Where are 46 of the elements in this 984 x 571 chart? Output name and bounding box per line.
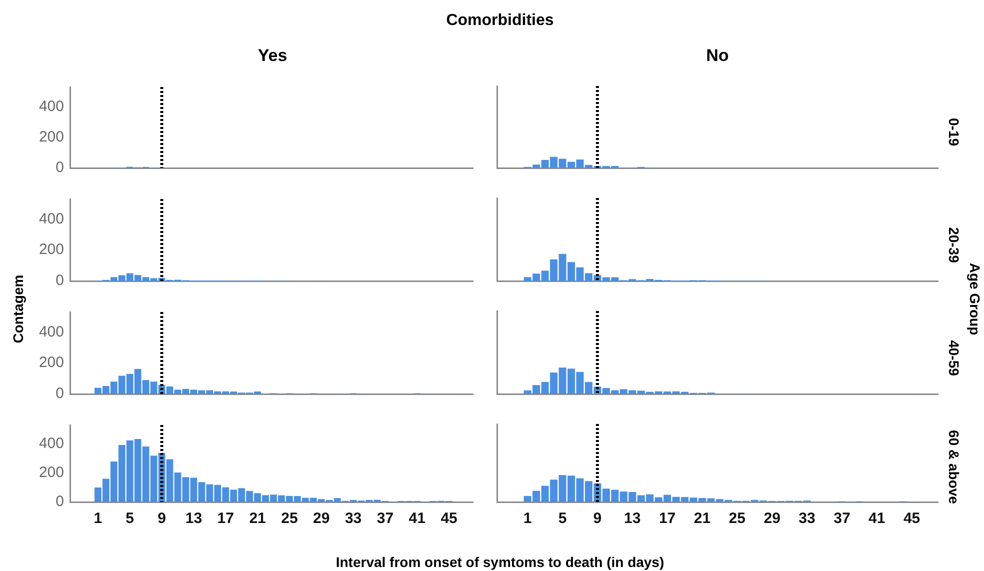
y2-axis-title: 40-59	[946, 340, 962, 376]
chart-title: Yes	[256, 46, 288, 66]
x-tick-label: 29	[313, 510, 330, 528]
x-tick-label: 25	[281, 510, 298, 528]
y-tick-label: 0	[56, 385, 64, 402]
x-tick-label: 33	[798, 510, 816, 528]
y-tick-label: 400	[38, 210, 64, 228]
x-axis-title: Interval from onset of symtoms to death (in days)	[334, 554, 666, 570]
x-tick-label: 45	[903, 510, 920, 528]
y-tick-label: 400	[38, 435, 64, 452]
x-tick-label: 37	[376, 510, 394, 528]
chart-title: No	[705, 46, 730, 66]
x-tick-label: 17	[658, 510, 676, 528]
x-tick-label: 41	[408, 510, 426, 528]
x-tick-label: 25	[728, 510, 746, 528]
x-tick-label: 5	[558, 510, 567, 528]
y-tick-label: 0	[56, 493, 64, 510]
y-tick-label: 400	[38, 98, 64, 116]
x-tick-label: 17	[217, 510, 234, 528]
y-tick-label: 200	[38, 241, 64, 258]
y-tick-label: 400	[38, 323, 64, 340]
x-tick-label: 1	[94, 510, 102, 528]
text: Comorbidities	[445, 12, 555, 30]
x-tick-label: 37	[834, 510, 850, 528]
x-tick-label: 21	[249, 510, 266, 528]
x-tick-label: 9	[158, 510, 166, 528]
y2-axis-title: 20-39	[946, 226, 962, 262]
x-tick-label: 1	[523, 510, 532, 528]
y-tick-label: 200	[38, 128, 64, 146]
x-tick-label: 13	[624, 510, 641, 528]
x-tick-label: 13	[185, 510, 202, 528]
x-tick-label: 21	[694, 510, 711, 528]
y-tick-label: 200	[38, 464, 64, 482]
text: Age Group	[967, 262, 983, 336]
y-tick-label: 200	[38, 354, 64, 372]
y2-axis-title: 60 & above	[946, 430, 962, 504]
x-tick-label: 41	[868, 510, 886, 528]
x-tick-label: 29	[764, 510, 780, 528]
y-tick-label: 0	[56, 272, 64, 290]
x-tick-label: 9	[593, 510, 602, 528]
x-tick-label: 5	[126, 510, 134, 528]
y-axis-title: Contagem	[10, 274, 26, 344]
x-tick-label: 33	[344, 510, 362, 528]
y2-axis-title: 0-19	[946, 118, 962, 146]
y-tick-label: 0	[56, 159, 64, 176]
x-tick-label: 45	[440, 510, 458, 528]
